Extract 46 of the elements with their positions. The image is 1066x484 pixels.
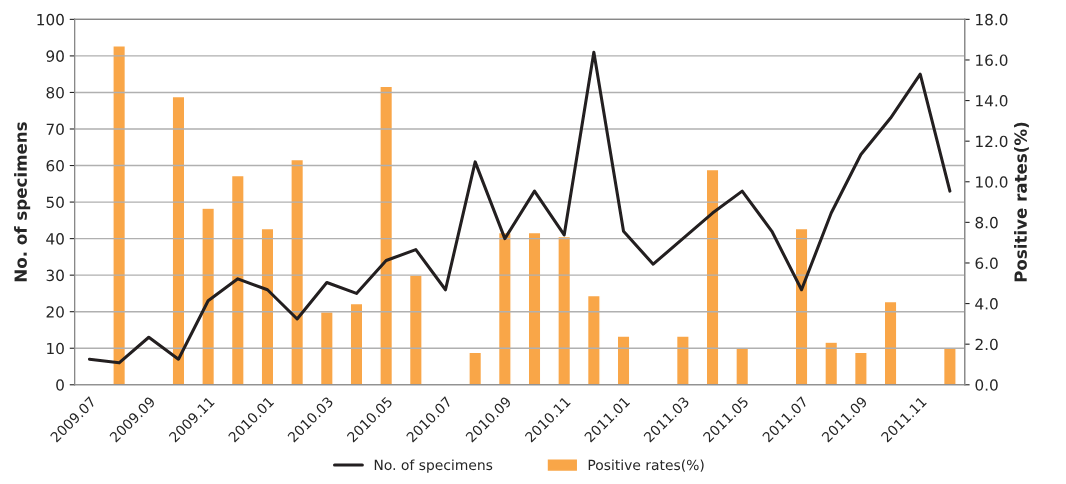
y-tick-label: 40	[46, 233, 64, 245]
bar	[290, 158, 305, 385]
bar	[942, 347, 957, 385]
y-tick-label: 60	[46, 159, 64, 172]
legend-label: Positive rates(%)	[588, 459, 704, 472]
bar	[675, 335, 690, 385]
bar	[349, 302, 364, 385]
bar	[616, 335, 631, 385]
y2-tick-label: 12.0	[976, 135, 1008, 148]
y2-tick-label: 6.0	[975, 257, 998, 269]
y2-tick-label: 14.0	[976, 95, 1008, 107]
bar	[557, 235, 572, 385]
bar	[379, 85, 394, 385]
bar	[527, 231, 542, 385]
bar	[497, 231, 512, 385]
bar	[230, 174, 245, 385]
y-tick-label: 50	[46, 196, 64, 209]
y-tick-label: 30	[46, 269, 64, 282]
y-tick-label: 90	[46, 50, 64, 62]
y2-tick-label: 16.0	[976, 54, 1008, 66]
y2-tick-label: 8.0	[975, 216, 998, 229]
y-tick-label: 10	[47, 342, 64, 355]
y-tick-label: 80	[46, 86, 64, 99]
y2-tick-label: 0.0	[975, 379, 998, 391]
legend-label: No. of specimens	[374, 459, 493, 473]
bar	[112, 45, 127, 385]
y2-tick-label: 18.0	[976, 13, 1008, 26]
y-tick-label: 70	[46, 123, 64, 136]
bar	[883, 300, 898, 385]
bar	[201, 207, 216, 385]
bar	[586, 294, 601, 385]
bar	[468, 351, 483, 385]
y-tick-label: 0	[56, 379, 64, 391]
bar	[735, 347, 750, 385]
y2-axis-title: Positive rates(%)	[1014, 122, 1029, 282]
y2-tick-label: 4.0	[975, 298, 998, 310]
y2-tick-label: 2.0	[975, 338, 998, 351]
line-series	[87, 50, 952, 365]
bar	[853, 351, 868, 385]
bar	[408, 274, 423, 385]
y-axis-title: No. of specimens	[14, 122, 31, 282]
y2-tick-label: 10.0	[976, 176, 1008, 188]
y-tick-label: 100	[37, 13, 64, 26]
bar	[824, 341, 839, 385]
y-tick-label: 20	[46, 306, 64, 318]
bar	[319, 311, 334, 385]
